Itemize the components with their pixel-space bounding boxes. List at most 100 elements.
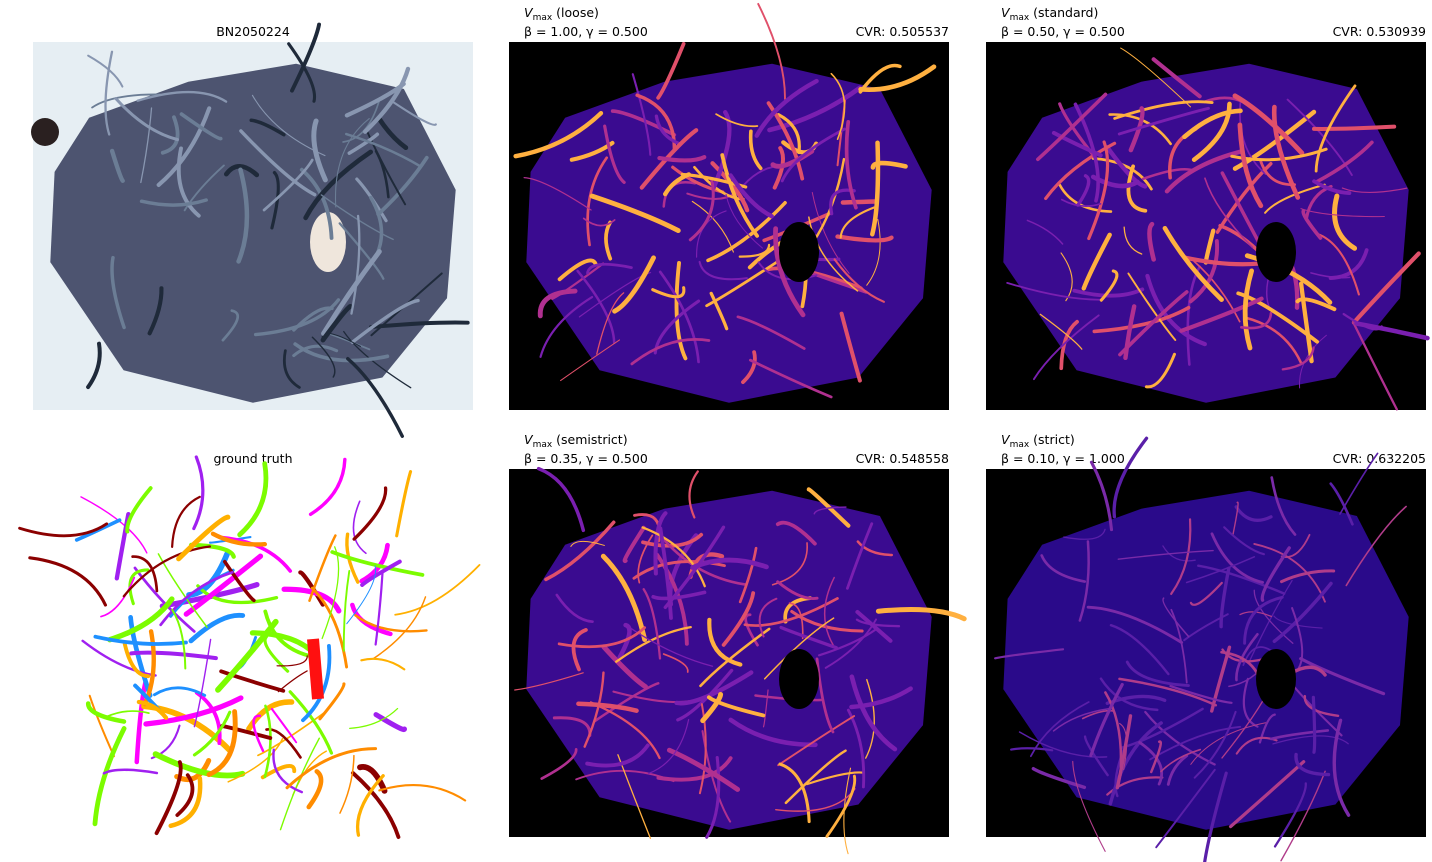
vessel bbox=[1081, 232, 1112, 291]
vessel bbox=[657, 155, 707, 163]
vessel bbox=[355, 177, 388, 223]
cvr: CVR: 0.530939 bbox=[1333, 24, 1426, 39]
vessel bbox=[1242, 677, 1259, 728]
panel-title: Vmax (semistrict) bbox=[524, 432, 628, 450]
vessel bbox=[270, 170, 280, 230]
vessel bbox=[1029, 701, 1090, 758]
vessel bbox=[1295, 297, 1337, 312]
vessel bbox=[175, 773, 195, 817]
vessel bbox=[134, 680, 148, 765]
vessel bbox=[1155, 768, 1216, 849]
vessel bbox=[223, 163, 260, 178]
vessel bbox=[183, 553, 264, 617]
vessel bbox=[373, 596, 427, 660]
vessel bbox=[1260, 546, 1291, 602]
vessel bbox=[290, 22, 322, 93]
vessel bbox=[571, 628, 588, 672]
vessel bbox=[570, 540, 605, 547]
vessel bbox=[1243, 595, 1284, 645]
vessel bbox=[176, 146, 201, 218]
vessel bbox=[1230, 147, 1328, 162]
vessel bbox=[354, 614, 428, 633]
vessel bbox=[104, 50, 114, 136]
vessel bbox=[272, 748, 304, 794]
vessel bbox=[676, 668, 734, 722]
vessel bbox=[1089, 682, 1124, 758]
label: (loose) bbox=[556, 5, 599, 20]
vessel bbox=[1236, 291, 1319, 344]
vessel bbox=[1123, 226, 1143, 255]
vessel bbox=[1352, 321, 1398, 411]
vessel bbox=[855, 609, 893, 643]
vessel bbox=[1117, 549, 1214, 560]
vessel bbox=[698, 260, 748, 281]
vessel bbox=[1299, 657, 1386, 696]
vessel bbox=[260, 764, 297, 780]
vessel bbox=[1315, 140, 1374, 184]
vessel bbox=[593, 682, 660, 723]
vessel bbox=[849, 674, 898, 752]
params: β = 0.50, γ = 0.500 bbox=[1001, 24, 1125, 39]
cord bbox=[310, 212, 346, 272]
vessel bbox=[776, 113, 801, 155]
vessel bbox=[557, 626, 647, 649]
vessel bbox=[1162, 545, 1196, 562]
vessel bbox=[1234, 505, 1273, 522]
vessel bbox=[1291, 607, 1304, 670]
vessel bbox=[139, 198, 208, 207]
vessel bbox=[539, 295, 594, 358]
vessel bbox=[152, 751, 246, 779]
vessel bbox=[1091, 157, 1153, 191]
vessel bbox=[674, 670, 754, 706]
vessel bbox=[339, 754, 355, 814]
vessel bbox=[775, 520, 817, 546]
vessel bbox=[136, 699, 169, 720]
vessel bbox=[193, 638, 212, 728]
vessel bbox=[1204, 177, 1254, 249]
cvr: CVR: 0.505537 bbox=[856, 24, 949, 39]
vessel bbox=[1232, 109, 1317, 171]
vessel bbox=[109, 148, 125, 183]
vessel bbox=[1044, 141, 1117, 201]
vessel bbox=[192, 455, 205, 531]
vessel bbox=[626, 625, 714, 667]
vessel bbox=[1078, 540, 1090, 622]
vessel bbox=[589, 193, 681, 234]
vessel bbox=[642, 588, 662, 660]
subscript: max bbox=[533, 13, 553, 23]
vessel bbox=[102, 768, 159, 775]
vessel bbox=[641, 532, 704, 548]
vessel bbox=[1232, 501, 1239, 536]
vessel bbox=[596, 292, 625, 355]
vessel bbox=[1270, 476, 1297, 536]
vessel bbox=[1166, 754, 1189, 786]
vessel bbox=[220, 724, 273, 740]
vessel bbox=[1138, 741, 1164, 786]
coin bbox=[31, 118, 59, 146]
vessel bbox=[870, 160, 908, 170]
vessel bbox=[100, 576, 136, 618]
vessel bbox=[93, 634, 188, 646]
vessel bbox=[338, 222, 385, 280]
map-region bbox=[1003, 490, 1409, 830]
vessel bbox=[362, 66, 411, 134]
vessel bbox=[28, 556, 108, 607]
vessel bbox=[688, 470, 699, 519]
vessel bbox=[844, 120, 858, 210]
vessel bbox=[282, 349, 301, 389]
vessel bbox=[320, 194, 394, 241]
map-region bbox=[526, 63, 932, 403]
vessel bbox=[1089, 460, 1114, 532]
vessel bbox=[601, 644, 648, 690]
vessel bbox=[540, 748, 578, 780]
vessel bbox=[1051, 130, 1103, 158]
vessel bbox=[551, 262, 605, 300]
vessel bbox=[1271, 104, 1301, 200]
vessel bbox=[1060, 198, 1102, 208]
vessel bbox=[688, 177, 715, 242]
vessel bbox=[610, 109, 677, 137]
vessel bbox=[321, 249, 382, 336]
vessel bbox=[1108, 721, 1163, 806]
vessel bbox=[18, 522, 109, 538]
